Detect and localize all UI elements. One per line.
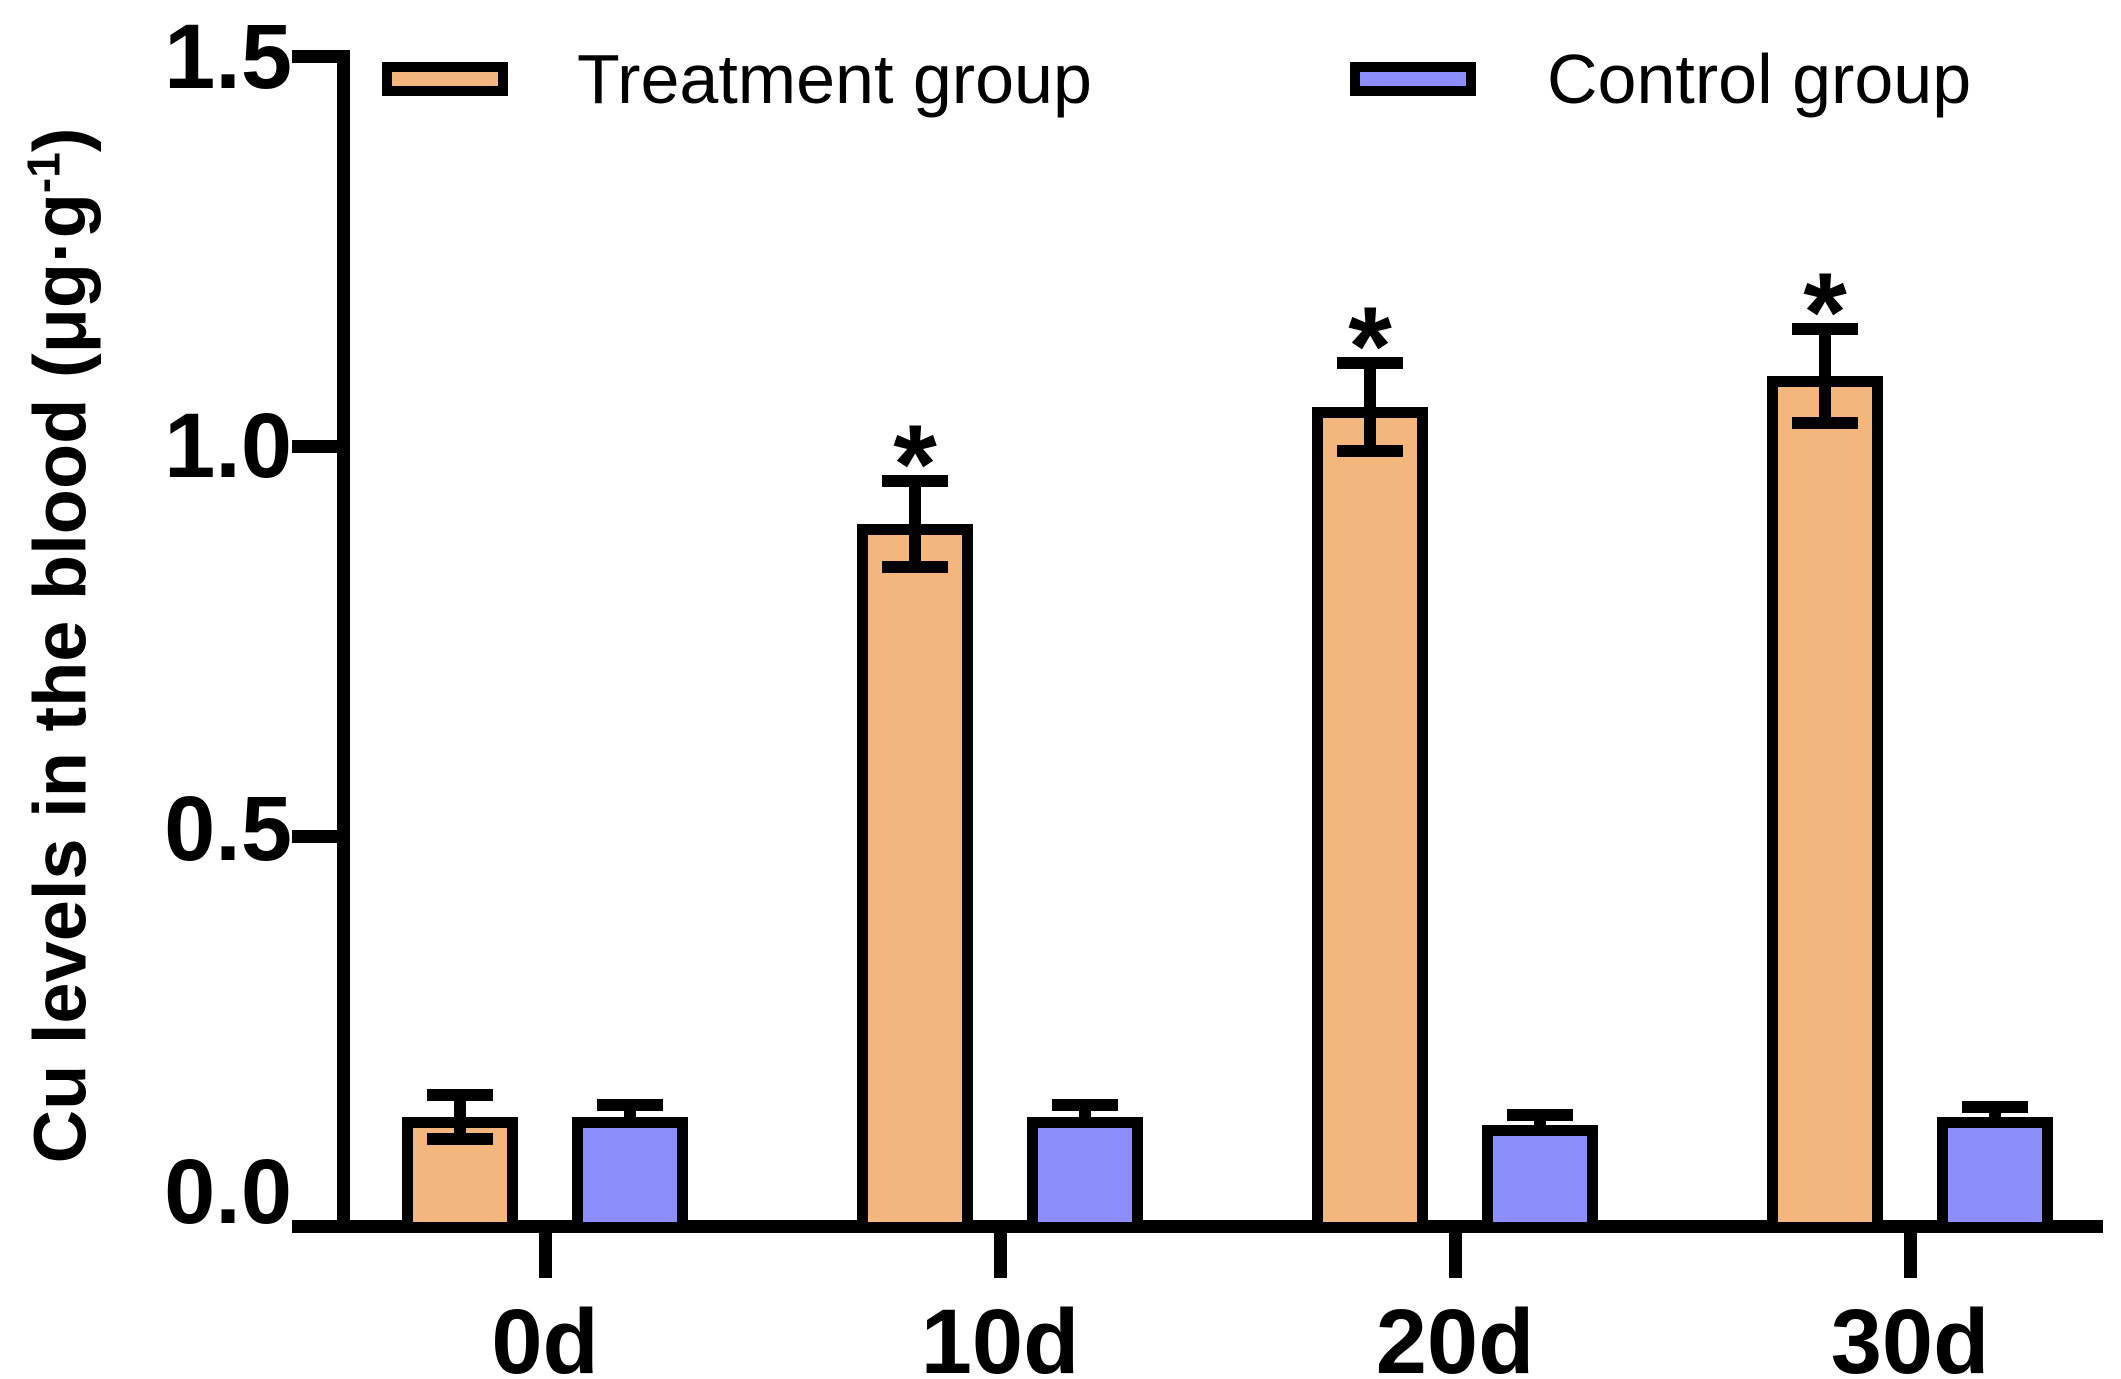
significance-asterisk: * (893, 402, 937, 528)
x-tick-mark (538, 1233, 552, 1278)
x-tick-mark (1448, 1233, 1462, 1278)
bar-control (1482, 1124, 1598, 1233)
bar-treatment (1312, 407, 1428, 1233)
error-bar-bottom-cap (1337, 445, 1403, 458)
y-tick-label: 1.0 (164, 395, 292, 497)
x-tick-mark (993, 1233, 1007, 1278)
y-tick-mark (292, 439, 337, 453)
y-axis-line (337, 50, 350, 1233)
y-axis-title-text: Cu levels in the blood (μg·g-1) (18, 127, 103, 1163)
significance-asterisk: * (1348, 283, 1392, 409)
y-tick-mark (292, 829, 337, 843)
x-tick-label: 10d (920, 1291, 1080, 1379)
error-bar-line (1819, 329, 1831, 423)
error-bar-bottom-cap (882, 560, 948, 573)
error-bar-line (1364, 362, 1376, 452)
error-bar-line (454, 1094, 466, 1139)
y-axis-title-prefix: Cu levels in the blood (μg·g (18, 192, 102, 1163)
error-bar-bottom-cap (427, 1132, 493, 1145)
y-axis-title: Cu levels in the blood (μg·g-1) (0, 0, 140, 1290)
significance-asterisk: * (1803, 250, 1847, 375)
y-tick-mark (292, 1219, 337, 1233)
bar-control (1937, 1116, 2053, 1233)
y-axis-title-superscript: -1 (17, 151, 70, 193)
y-tick-mark (292, 49, 337, 63)
legend-item-control: Control group (1350, 43, 1971, 115)
legend-swatch-treatment (382, 62, 508, 96)
legend-label-treatment: Treatment group (577, 40, 1092, 118)
x-tick-label: 30d (1830, 1291, 1990, 1379)
bar-control (572, 1116, 688, 1233)
bar-treatment (1767, 375, 1883, 1233)
error-bar-bottom-cap (1792, 416, 1858, 429)
bar-control (1027, 1116, 1143, 1233)
legend-label-control: Control group (1547, 40, 1972, 118)
x-tick-label: 0d (491, 1291, 599, 1379)
x-axis-line (292, 1220, 2103, 1233)
x-tick-label: 20d (1375, 1291, 1535, 1379)
y-tick-label: 1.5 (164, 6, 292, 108)
legend-swatch-control (1350, 62, 1476, 96)
legend-item-treatment: Treatment group (382, 43, 1092, 115)
x-tick-mark (1903, 1233, 1917, 1278)
error-bar-line (909, 481, 921, 567)
bar-treatment (857, 524, 973, 1233)
y-axis-title-suffix: ) (18, 127, 102, 152)
y-tick-label: 0.0 (164, 1141, 292, 1243)
y-tick-label: 0.5 (164, 778, 292, 880)
